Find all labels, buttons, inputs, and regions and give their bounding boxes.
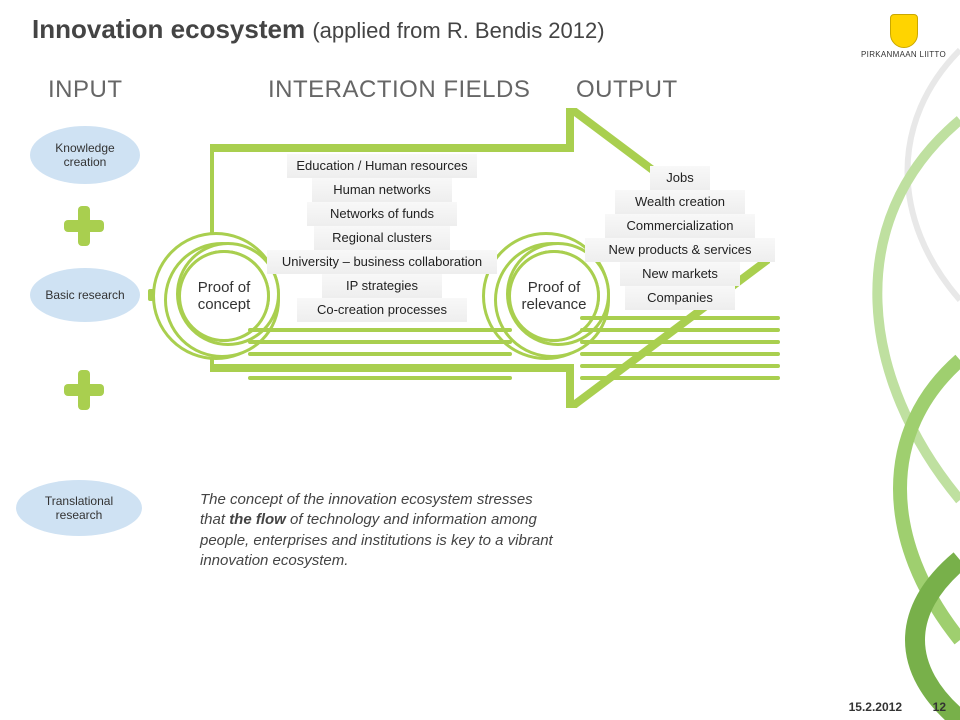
- node-translational: Translational research: [16, 480, 142, 536]
- stripe: [248, 328, 512, 332]
- stripe: [248, 352, 512, 356]
- footer-page: 12: [933, 700, 946, 714]
- center-row-2: Networks of funds: [307, 202, 457, 226]
- stripe: [580, 328, 780, 332]
- brand-text: PIRKANMAAN LIITTO: [861, 50, 946, 59]
- plus-icon-2: [64, 370, 104, 410]
- output-row-1: Wealth creation: [615, 190, 745, 214]
- stripe: [580, 352, 780, 356]
- stripe: [248, 340, 512, 344]
- title-main: Innovation ecosystem: [32, 14, 305, 44]
- label-output: OUTPUT: [576, 76, 678, 104]
- node-knowledge: Knowledge creation: [30, 126, 140, 184]
- center-row-0: Education / Human resources: [287, 154, 477, 178]
- stripe: [248, 376, 512, 380]
- center-row-4: University – business collaboration: [267, 250, 497, 274]
- center-row-6: Co-creation processes: [297, 298, 467, 322]
- stripe: [580, 376, 780, 380]
- footer-date: 15.2.2012: [849, 700, 902, 714]
- title-sub: (applied from R. Bendis 2012): [312, 18, 604, 43]
- stripe: [248, 364, 512, 368]
- stripe: [580, 364, 780, 368]
- page-title: Innovation ecosystem (applied from R. Be…: [32, 14, 605, 45]
- output-row-4: New markets: [620, 262, 740, 286]
- brand-logo: PIRKANMAAN LIITTO: [861, 14, 946, 59]
- stripe: [580, 316, 780, 320]
- node-basic: Basic research: [30, 268, 140, 322]
- stripe: [580, 340, 780, 344]
- center-row-5: IP strategies: [322, 274, 442, 298]
- plus-icon-1: [64, 206, 104, 246]
- label-input: INPUT: [48, 76, 123, 104]
- center-row-3: Regional clusters: [314, 226, 450, 250]
- output-row-2: Commercialization: [605, 214, 755, 238]
- output-row-0: Jobs: [650, 166, 710, 190]
- description-paragraph: The concept of the innovation ecosystem …: [200, 490, 560, 571]
- output-row-3: New products & services: [585, 238, 775, 262]
- center-row-1: Human networks: [312, 178, 452, 202]
- output-row-5: Companies: [625, 286, 735, 310]
- label-interaction: INTERACTION FIELDS: [268, 76, 530, 104]
